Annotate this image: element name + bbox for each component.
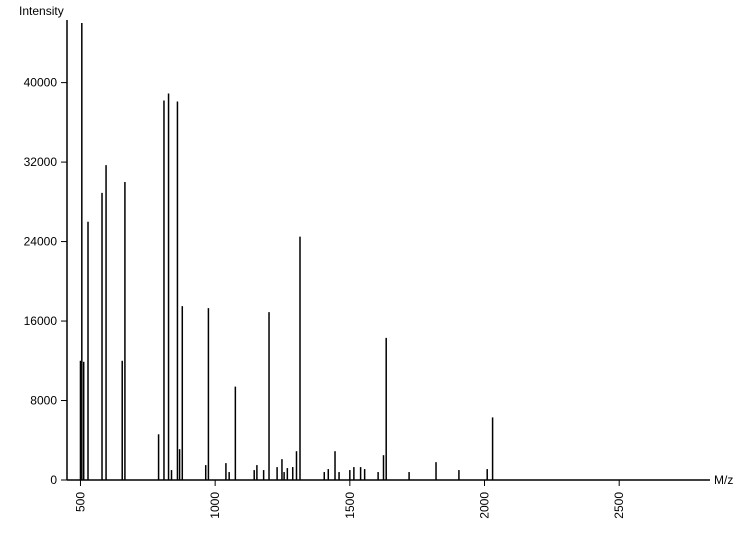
x-tick-label: 2000 bbox=[478, 492, 492, 519]
x-tick-label: 1500 bbox=[343, 492, 357, 519]
y-tick-label: 8000 bbox=[30, 394, 57, 408]
mass-spectrum-chart: 500 1000 1500 2000 2500 0 8000 16000 24000 32000… bbox=[0, 0, 750, 540]
y-tick-label: 24000 bbox=[24, 235, 58, 249]
x-tick-label: 1000 bbox=[208, 492, 222, 519]
y-axis-title: Intensity bbox=[19, 4, 64, 18]
plot-area bbox=[80, 23, 492, 480]
x-tick-label: 2500 bbox=[612, 492, 626, 519]
x-tick-label: 500 bbox=[73, 492, 87, 512]
y-tick-label: 0 bbox=[50, 473, 57, 487]
x-axis-title: M/z bbox=[714, 473, 733, 487]
y-tick-label: 32000 bbox=[24, 155, 58, 169]
y-tick-label: 16000 bbox=[24, 314, 58, 328]
y-axis: 0 8000 16000 24000 32000 40000 bbox=[24, 20, 67, 487]
x-axis: 500 1000 1500 2000 2500 bbox=[67, 480, 710, 519]
y-tick-label: 40000 bbox=[24, 76, 58, 90]
chart-svg: 500 1000 1500 2000 2500 0 8000 16000 24000 32000… bbox=[0, 0, 750, 540]
